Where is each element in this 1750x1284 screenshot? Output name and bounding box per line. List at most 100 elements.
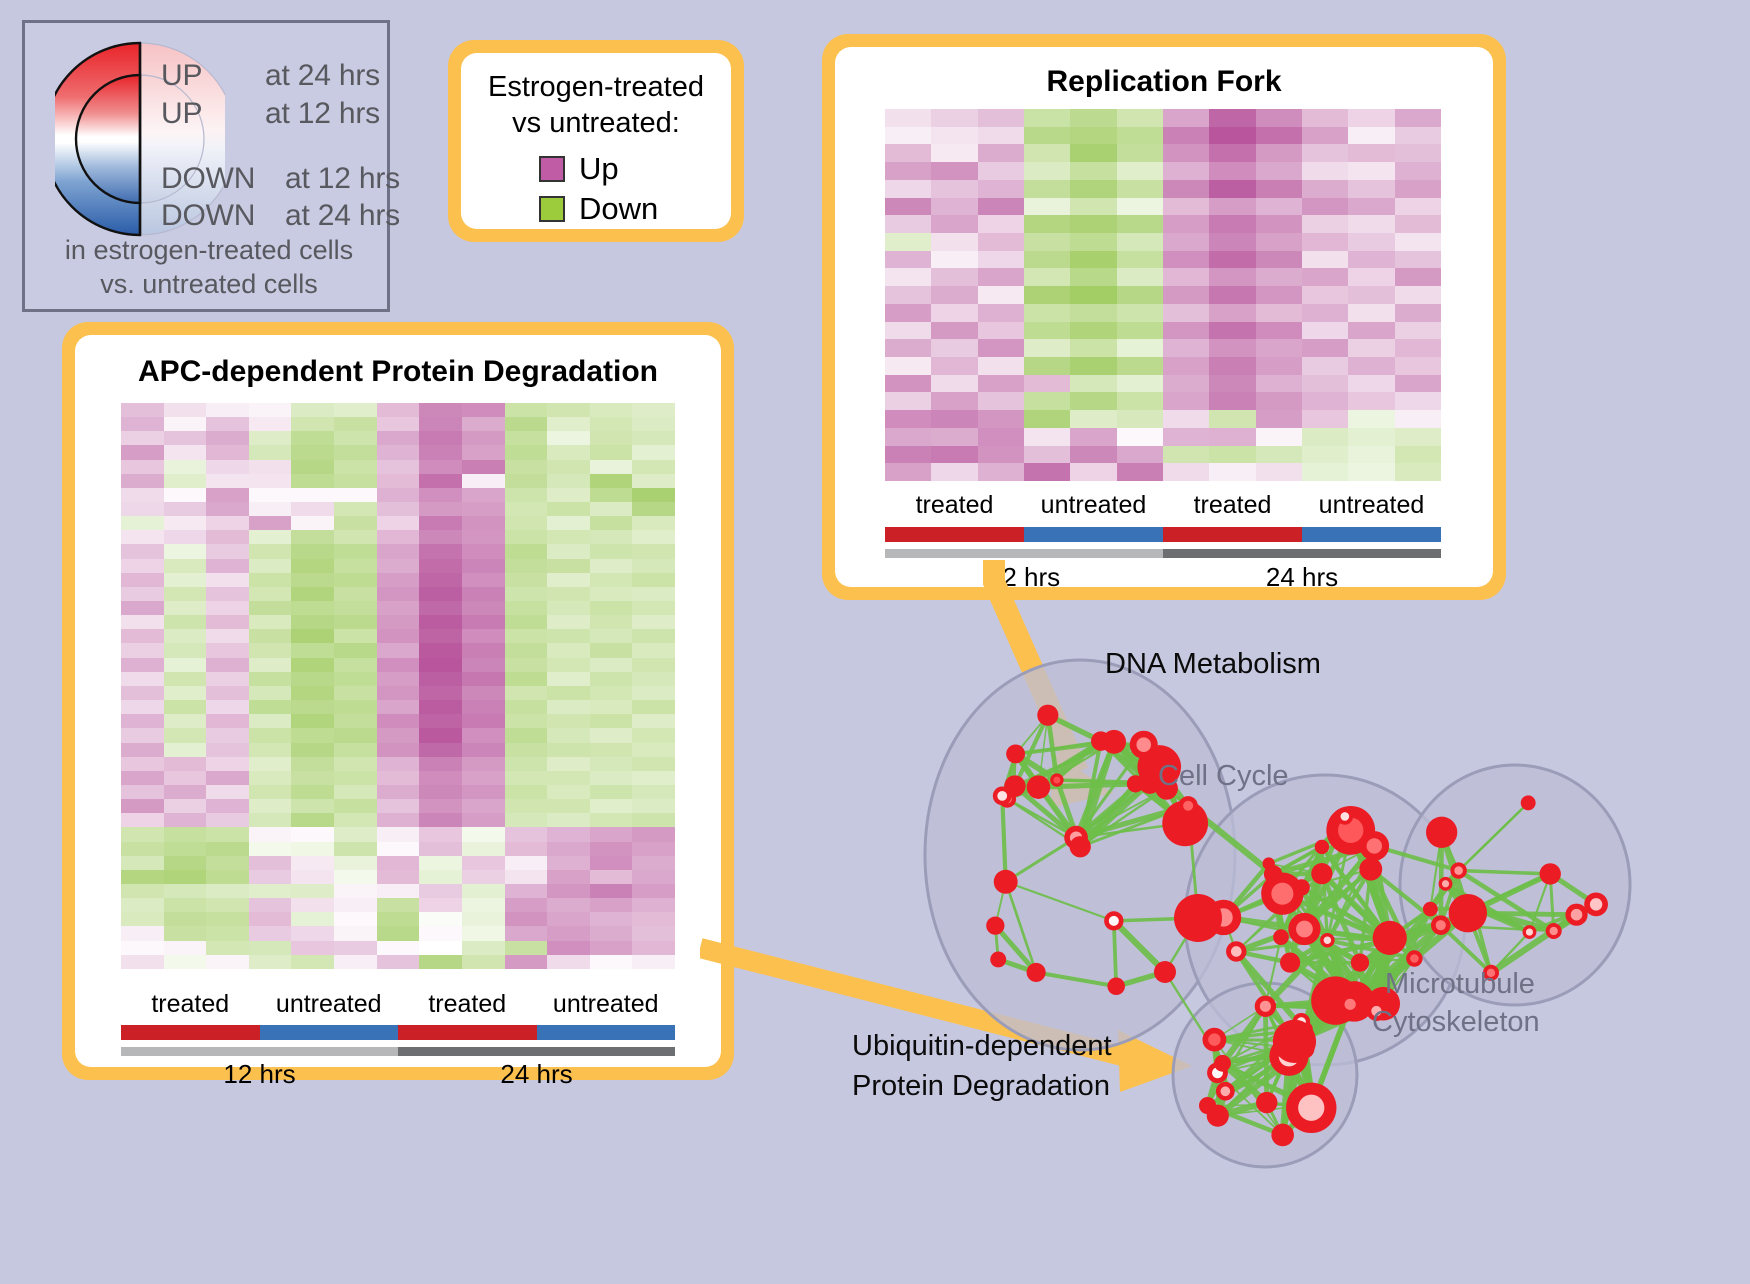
heatmap-cell	[1302, 268, 1348, 286]
heatmap-cell	[547, 431, 590, 445]
heatmap-cell	[1256, 357, 1302, 375]
network-node[interactable]	[1521, 795, 1536, 810]
heatmap-cell	[505, 643, 548, 657]
network-node[interactable]	[1273, 929, 1289, 945]
network-node[interactable]	[1339, 994, 1361, 1016]
network-node[interactable]	[1540, 863, 1561, 884]
network-node[interactable]	[1351, 953, 1369, 971]
network-node[interactable]	[1523, 925, 1537, 939]
heatmap-cell	[419, 926, 462, 940]
heatmap-cell	[334, 431, 377, 445]
network-node[interactable]	[1426, 817, 1457, 848]
network-node[interactable]	[990, 951, 1006, 967]
heatmap-cell	[1348, 144, 1394, 162]
heatmap-cell	[462, 516, 505, 530]
network-node[interactable]	[994, 870, 1018, 894]
network-node[interactable]	[1214, 1055, 1231, 1072]
heatmap-cell	[377, 672, 420, 686]
network-node[interactable]	[1311, 863, 1332, 884]
heatmap-cell	[931, 304, 977, 322]
network-node[interactable]	[986, 917, 1004, 935]
network-node[interactable]	[1431, 915, 1451, 935]
network-node[interactable]	[1546, 923, 1562, 939]
network-node[interactable]	[1565, 904, 1587, 926]
heatmap-cell	[291, 544, 334, 558]
network-node[interactable]	[1179, 796, 1198, 815]
network-node[interactable]	[1280, 952, 1300, 972]
heatmap-cell	[1348, 357, 1394, 375]
network-node[interactable]	[1050, 773, 1063, 786]
network-node[interactable]	[993, 786, 1012, 805]
network-node[interactable]	[1202, 1028, 1226, 1052]
network-node[interactable]	[1199, 1097, 1216, 1114]
network-node[interactable]	[1337, 808, 1354, 825]
node-outer-ring	[1311, 863, 1332, 884]
network-node[interactable]	[1037, 705, 1058, 726]
network-node[interactable]	[1006, 744, 1025, 763]
network-edge	[1114, 921, 1116, 986]
network-node[interactable]	[1226, 941, 1246, 961]
heatmap-cell	[377, 587, 420, 601]
heatmap-cell	[978, 251, 1024, 269]
heatmap-cell	[547, 530, 590, 544]
heatmap-cell	[547, 615, 590, 629]
heatmap-cell	[1024, 127, 1070, 145]
cluster-label-ubiquitin-line1: Ubiquitin-dependent	[852, 1030, 1112, 1063]
heatmap-cell	[164, 516, 207, 530]
network-node[interactable]	[1373, 921, 1407, 955]
network-node[interactable]	[1359, 858, 1382, 881]
network-node[interactable]	[1584, 892, 1608, 916]
network-node[interactable]	[1174, 894, 1222, 942]
network-node[interactable]	[1294, 879, 1310, 895]
heatmap-cell	[419, 643, 462, 657]
heatmap-cell	[121, 771, 164, 785]
heatmap-cell	[505, 686, 548, 700]
node-inner-core	[1324, 936, 1332, 944]
network-node[interactable]	[1271, 1124, 1294, 1147]
node-inner-core	[1442, 880, 1449, 887]
heatmap-cell	[931, 410, 977, 428]
network-node[interactable]	[1027, 775, 1051, 799]
network-node[interactable]	[1255, 996, 1276, 1017]
network-node[interactable]	[1070, 836, 1091, 857]
network-node[interactable]	[1216, 1082, 1235, 1101]
heatmap-cell	[249, 842, 292, 856]
network-node[interactable]	[1288, 913, 1320, 945]
heatmap-cell	[419, 445, 462, 459]
network-node[interactable]	[1286, 1083, 1336, 1133]
network-node[interactable]	[1273, 1020, 1316, 1063]
heatmap-cell	[1117, 463, 1163, 481]
network-node[interactable]	[1130, 731, 1158, 759]
network-node[interactable]	[1449, 894, 1487, 932]
heatmap-cell	[206, 955, 249, 969]
network-node[interactable]	[1320, 933, 1335, 948]
network-node[interactable]	[1091, 731, 1111, 751]
network-node[interactable]	[1406, 950, 1422, 966]
heatmap-cell	[419, 856, 462, 870]
heatmap-cell	[462, 799, 505, 813]
heatmap-cell	[1209, 233, 1255, 251]
network-node[interactable]	[1439, 877, 1453, 891]
heatmap-cell	[206, 587, 249, 601]
heatmap-cell	[249, 431, 292, 445]
network-node[interactable]	[1027, 963, 1046, 982]
heatmap-cell	[164, 700, 207, 714]
network-node[interactable]	[1107, 978, 1125, 996]
network-node[interactable]	[1256, 1092, 1277, 1113]
heatmap-cell	[121, 856, 164, 870]
heatmap-cell	[291, 445, 334, 459]
network-node[interactable]	[1154, 961, 1176, 983]
heatmap-cell	[1117, 127, 1163, 145]
heatmap-cell	[1117, 109, 1163, 127]
network-node[interactable]	[1104, 911, 1123, 930]
network-node[interactable]	[1315, 840, 1329, 854]
heatmap-cell	[505, 799, 548, 813]
node-inner-core	[1345, 999, 1356, 1010]
heatmap-cell	[1024, 144, 1070, 162]
network-node[interactable]	[1450, 862, 1466, 878]
heatmap-cell	[462, 559, 505, 573]
heatmap-cell	[885, 463, 931, 481]
heatmap-cell	[1395, 286, 1441, 304]
network-node[interactable]	[1423, 902, 1438, 917]
network-node[interactable]	[1359, 831, 1389, 861]
